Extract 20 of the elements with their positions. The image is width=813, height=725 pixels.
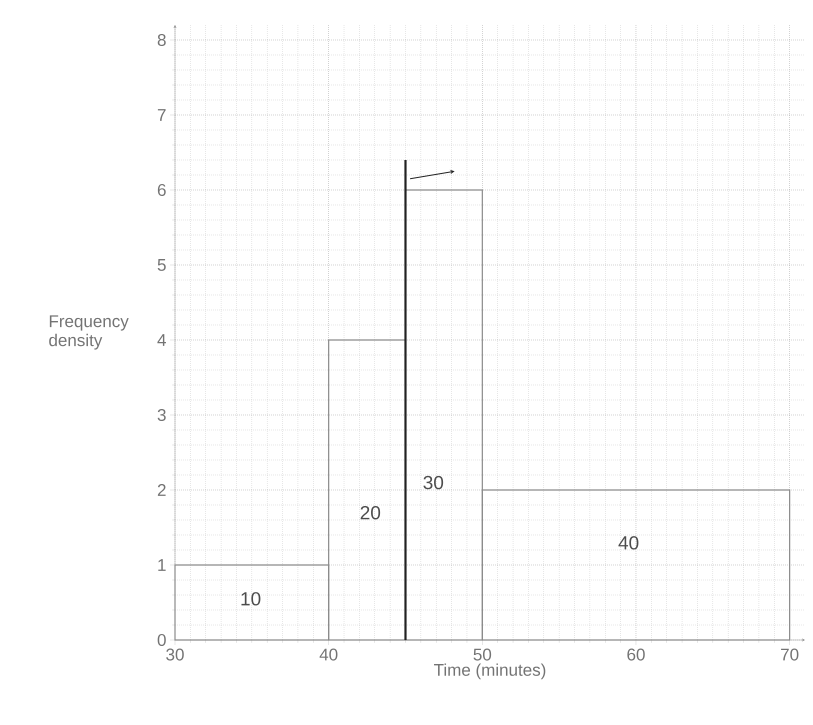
annotation: 10 [241,592,260,606]
annotation: 40 [618,536,638,550]
y-tick-label: 5 [158,259,166,271]
annotation: 30 [423,476,444,490]
x-tick-label: 30 [166,648,184,661]
y-tick-label: 6 [158,184,166,196]
y-tick-label: 8 [158,34,166,46]
x-axis-title: Time (minutes) [434,663,546,680]
y-tick-label: 4 [157,334,166,346]
y-tick-label: 0 [158,634,166,646]
x-tick-label: 60 [627,648,645,661]
x-tick-label: 50 [474,648,492,661]
y-tick-label: 3 [158,408,166,422]
y-tick-label: 2 [158,484,166,496]
y-axis-title: Frequency density [49,315,129,350]
annotation: 20 [360,506,380,520]
y-tick-label: 7 [158,109,166,121]
y-tick-label: 1 [158,559,166,571]
x-tick-label: 70 [781,648,798,661]
x-tick-label: 40 [320,648,338,661]
